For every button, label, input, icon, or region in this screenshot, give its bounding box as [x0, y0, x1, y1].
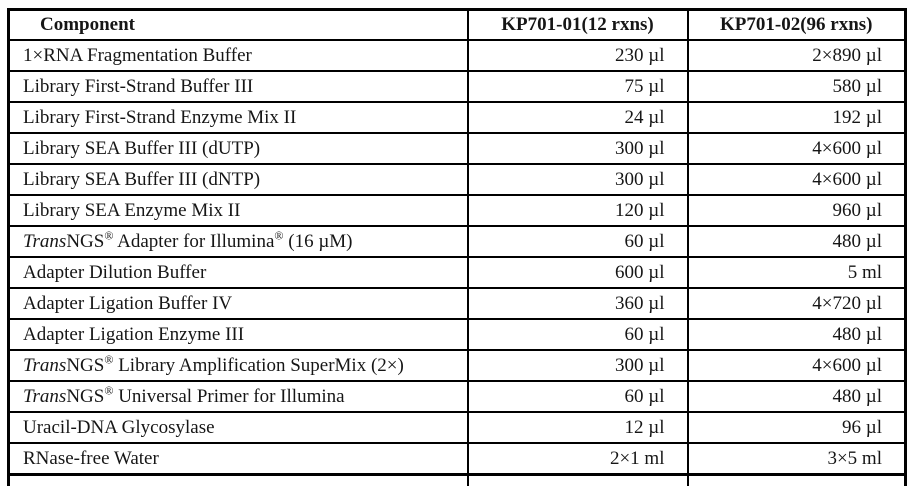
component-text-segment: Adapter Dilution Buffer — [23, 261, 207, 283]
table-row: 1×RNA Fragmentation Buffer 230 µl 2×890 µl — [7, 39, 907, 72]
quantity-96rxns-cell: 4×600 µl — [686, 132, 907, 165]
component-cell: Library First-Strand Buffer III — [7, 70, 469, 103]
component-text-segment: Library First-Strand Buffer III — [23, 75, 254, 97]
component-text-segment: Library Amplification SuperMix (2×) — [113, 354, 404, 376]
component-text-segment: Adapter Ligation Enzyme III — [23, 323, 245, 345]
quantity-96rxns-cell: 3×5 ml — [686, 442, 907, 476]
quantity-12rxns-cell: 300 µl — [466, 163, 689, 196]
table-footer-partial-row — [7, 473, 907, 486]
table-row: Uracil-DNA Glycosylase 12 µl 96 µl — [7, 411, 907, 444]
component-text-segment: Trans — [23, 354, 67, 376]
component-cell: TransNGS® Library Amplification SuperMix… — [7, 349, 469, 382]
component-cell: RNase-free Water — [7, 442, 469, 476]
component-cell: Library First-Strand Enzyme Mix II — [7, 101, 469, 134]
table-header: Component KP701-01(12 rxns) KP701-02(96 … — [7, 8, 907, 41]
component-text-segment: RNase-free Water — [23, 447, 159, 469]
registered-trademark-symbol: ® — [104, 383, 114, 398]
quantity-12rxns-cell: 60 µl — [466, 225, 689, 258]
quantity-96rxns-cell: 2×890 µl — [686, 39, 907, 72]
table-row: Library SEA Enzyme Mix II 120 µl 960 µl — [7, 194, 907, 227]
component-text-segment: Library SEA Buffer III (dNTP) — [23, 168, 261, 190]
component-cell: TransNGS® Adapter for Illumina® (16 µM) — [7, 225, 469, 258]
partial-cell — [7, 473, 469, 486]
component-cell: Adapter Ligation Enzyme III — [7, 318, 469, 351]
table-row: RNase-free Water 2×1 ml 3×5 ml — [7, 442, 907, 476]
component-text-segment: NGS — [66, 230, 105, 252]
component-cell: Library SEA Buffer III (dNTP) — [7, 163, 469, 196]
quantity-12rxns-cell: 2×1 ml — [466, 442, 689, 476]
component-text-segment: Library SEA Enzyme Mix II — [23, 199, 241, 221]
table-row: Adapter Ligation Buffer IV 360 µl 4×720 µl — [7, 287, 907, 320]
component-text-segment: NGS — [66, 385, 105, 407]
quantity-12rxns-cell: 230 µl — [466, 39, 689, 72]
quantity-96rxns-cell: 480 µl — [686, 380, 907, 413]
component-cell: Library SEA Buffer III (dUTP) — [7, 132, 469, 165]
quantity-96rxns-cell: 480 µl — [686, 318, 907, 351]
quantity-12rxns-cell: 120 µl — [466, 194, 689, 227]
table-row: Library First-Strand Enzyme Mix II 24 µl 1… — [7, 101, 907, 134]
partial-cell — [466, 473, 689, 486]
quantity-96rxns-cell: 4×720 µl — [686, 287, 907, 320]
component-cell: Adapter Dilution Buffer — [7, 256, 469, 289]
quantity-12rxns-cell: 300 µl — [466, 349, 689, 382]
table-row: Adapter Ligation Enzyme III 60 µl 480 µl — [7, 318, 907, 351]
component-text-segment: Library First-Strand Enzyme Mix II — [23, 106, 297, 128]
quantity-12rxns-cell: 360 µl — [466, 287, 689, 320]
quantity-12rxns-cell: 24 µl — [466, 101, 689, 134]
column-header-kp701-01: KP701-01(12 rxns) — [466, 8, 689, 41]
quantity-12rxns-cell: 12 µl — [466, 411, 689, 444]
quantity-12rxns-cell: 300 µl — [466, 132, 689, 165]
quantity-12rxns-cell: 60 µl — [466, 318, 689, 351]
quantity-96rxns-cell: 192 µl — [686, 101, 907, 134]
column-header-component: Component — [7, 8, 469, 41]
component-text-segment: Trans — [23, 385, 67, 407]
component-text-segment: Uracil-DNA Glycosylase — [23, 416, 215, 438]
quantity-12rxns-cell: 60 µl — [466, 380, 689, 413]
registered-trademark-symbol: ® — [104, 228, 114, 243]
partial-cell — [686, 473, 907, 486]
table-row: Library First-Strand Buffer III 75 µl 580 … — [7, 70, 907, 103]
quantity-96rxns-cell: 580 µl — [686, 70, 907, 103]
component-text-segment: Universal Primer for Illumina — [113, 385, 345, 407]
registered-trademark-symbol: ® — [274, 228, 284, 243]
component-text-segment: Library SEA Buffer III (dUTP) — [23, 137, 261, 159]
component-cell: Adapter Ligation Buffer IV — [7, 287, 469, 320]
table-row: TransNGS® Library Amplification SuperMix… — [7, 349, 907, 382]
component-text-segment: Adapter for Illumina — [113, 230, 275, 252]
quantity-96rxns-cell: 4×600 µl — [686, 163, 907, 196]
quantity-12rxns-cell: 600 µl — [466, 256, 689, 289]
quantity-96rxns-cell: 480 µl — [686, 225, 907, 258]
component-text-segment: (16 µM) — [283, 230, 353, 252]
component-text-segment: Adapter Ligation Buffer IV — [23, 292, 233, 314]
quantity-96rxns-cell: 5 ml — [686, 256, 907, 289]
quantity-12rxns-cell: 75 µl — [466, 70, 689, 103]
component-text-segment: 1×RNA Fragmentation Buffer — [23, 44, 252, 66]
component-cell: 1×RNA Fragmentation Buffer — [7, 39, 469, 72]
column-header-kp701-02: KP701-02(96 rxns) — [686, 8, 907, 41]
component-text-segment: NGS — [66, 354, 105, 376]
component-cell: TransNGS® Universal Primer for Illumina — [7, 380, 469, 413]
registered-trademark-symbol: ® — [104, 352, 114, 367]
quantity-96rxns-cell: 96 µl — [686, 411, 907, 444]
components-table: Component KP701-01(12 rxns) KP701-02(96 … — [7, 8, 907, 486]
table-row: Library SEA Buffer III (dNTP) 300 µl 4×600… — [7, 163, 907, 196]
table-body: 1×RNA Fragmentation Buffer 230 µl 2×890 µl… — [7, 39, 907, 476]
table-row: Adapter Dilution Buffer 600 µl 5 ml — [7, 256, 907, 289]
header-row: Component KP701-01(12 rxns) KP701-02(96 … — [7, 8, 907, 41]
component-text-segment: Trans — [23, 230, 67, 252]
quantity-96rxns-cell: 4×600 µl — [686, 349, 907, 382]
table-row: TransNGS® Universal Primer for Illumina 6… — [7, 380, 907, 413]
component-cell: Library SEA Enzyme Mix II — [7, 194, 469, 227]
component-cell: Uracil-DNA Glycosylase — [7, 411, 469, 444]
partial-cutoff-row — [7, 473, 907, 486]
table-row: Library SEA Buffer III (dUTP) 300 µl 4×600… — [7, 132, 907, 165]
table-row: TransNGS® Adapter for Illumina® (16 µM) 6… — [7, 225, 907, 258]
quantity-96rxns-cell: 960 µl — [686, 194, 907, 227]
